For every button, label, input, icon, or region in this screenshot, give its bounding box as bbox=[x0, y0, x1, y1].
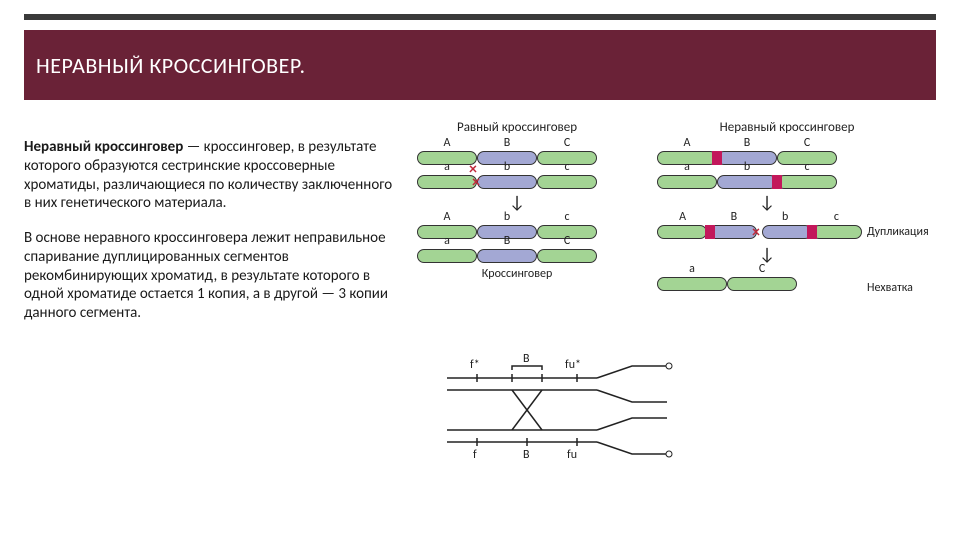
segment-label: a bbox=[684, 160, 690, 174]
bd-label-tl: f* bbox=[470, 358, 480, 372]
duplication-label: Дупликация bbox=[867, 225, 929, 239]
segment-label: c bbox=[834, 210, 839, 224]
segment-label: b bbox=[504, 160, 510, 174]
chromatid-segment bbox=[417, 249, 477, 263]
term-bold: Неравный кроссинговер bbox=[24, 138, 183, 156]
chromatid-segment bbox=[537, 249, 597, 263]
chromatid-segment bbox=[727, 277, 797, 291]
pink-marker bbox=[705, 225, 715, 239]
segment-label: A bbox=[684, 136, 691, 150]
right-top-pair: ABC abc bbox=[657, 151, 917, 189]
text-column: Неравный кроссинговер — кроссинговер, в … bbox=[24, 120, 407, 520]
segment-label: A bbox=[444, 136, 451, 150]
segment-label: A bbox=[444, 210, 451, 224]
bar-row-r4: aC bbox=[657, 277, 797, 291]
chromatid-segment bbox=[777, 175, 837, 189]
diagram-column: Равный кроссинговер ABC × abc× ↓ Abc aBC… bbox=[407, 120, 936, 520]
cross-x-icon: × bbox=[472, 173, 480, 192]
bar-row-4: aBC bbox=[417, 249, 617, 263]
bd-label-bl: f bbox=[473, 448, 477, 462]
segment-label: A bbox=[679, 210, 686, 224]
chromatid-segment bbox=[477, 175, 537, 189]
segment-label: c bbox=[564, 160, 569, 174]
content-area: Неравный кроссинговер — кроссинговер, в … bbox=[24, 120, 936, 520]
chromatid-segment bbox=[812, 225, 862, 239]
bar-row-r1: ABC bbox=[657, 151, 917, 165]
segment-label: B bbox=[731, 210, 738, 224]
paragraph-2: В основе неравного кроссинговера лежит н… bbox=[24, 229, 397, 323]
chromatid-segment bbox=[762, 225, 812, 239]
segment-label: a bbox=[444, 234, 450, 248]
segment-label: a bbox=[444, 160, 450, 174]
segment-label: b bbox=[744, 160, 750, 174]
bd-label-bm: B bbox=[523, 448, 530, 462]
segment-label: a bbox=[689, 262, 695, 276]
bar-row-2: abc× bbox=[417, 175, 617, 189]
segment-label: C bbox=[804, 136, 810, 150]
segment-label: B bbox=[744, 136, 751, 150]
segment-label: c bbox=[804, 160, 809, 174]
paragraph-1: Неравный кроссинговер — кроссинговер, в … bbox=[24, 138, 397, 213]
arrow-down-icon: ↓ bbox=[617, 245, 917, 263]
arrow-down-icon: ↓ bbox=[417, 193, 617, 211]
segment-label: B bbox=[504, 234, 511, 248]
bottom-schematic: f* B fu* f B fu bbox=[437, 360, 687, 480]
bd-label-tr: fu* bbox=[565, 358, 581, 372]
unequal-crossover-diagram: Неравный кроссинговер ABC abc ↓ ABbc× Ду… bbox=[657, 120, 917, 295]
segment-label: b bbox=[782, 210, 788, 224]
chromatid-segment bbox=[717, 175, 777, 189]
equal-crossover-diagram: Равный кроссинговер ABC × abc× ↓ Abc aBC… bbox=[417, 120, 617, 281]
bd-label-tm: B bbox=[523, 352, 530, 366]
pink-marker bbox=[807, 225, 817, 239]
bd-label-br: fu bbox=[567, 448, 577, 462]
top-accent-bar bbox=[24, 14, 936, 20]
chromatid-segment bbox=[657, 175, 717, 189]
slide-title: НЕРАВНЫЙ КРОССИНГОВЕР. bbox=[36, 52, 306, 79]
left-result-pair: Abc aBC bbox=[417, 225, 617, 263]
segment-label: C bbox=[564, 136, 570, 150]
chromatid-segment bbox=[537, 175, 597, 189]
segment-label: B bbox=[504, 136, 511, 150]
chromatid-segment bbox=[657, 225, 707, 239]
segment-label: c bbox=[564, 210, 569, 224]
segment-label: C bbox=[759, 262, 765, 276]
left-top-pair: ABC × abc× bbox=[417, 151, 617, 189]
segment-label: C bbox=[564, 234, 570, 248]
shortage-label: Нехватка bbox=[867, 281, 913, 295]
title-band: НЕРАВНЫЙ КРОССИНГОВЕР. bbox=[24, 30, 936, 100]
bar-row-r2: abc bbox=[657, 175, 917, 189]
arrow-down-icon: ↓ bbox=[617, 193, 917, 211]
segment-label: b bbox=[504, 210, 510, 224]
cross-x-icon: × bbox=[752, 223, 760, 242]
chromatid-segment bbox=[477, 249, 537, 263]
pink-marker bbox=[772, 175, 782, 189]
right-result-pair: ABbc× Дупликация ↓ aC Нехватка bbox=[657, 225, 917, 291]
pink-marker bbox=[712, 151, 722, 165]
left-footer-label: Кроссинговер bbox=[417, 267, 617, 281]
chromatid-segment bbox=[417, 175, 477, 189]
right-diagram-title: Неравный кроссинговер bbox=[657, 120, 917, 135]
bar-row-r3: ABbc× bbox=[657, 225, 867, 239]
left-diagram-title: Равный кроссинговер bbox=[417, 120, 617, 135]
chromatid-segment bbox=[657, 277, 727, 291]
